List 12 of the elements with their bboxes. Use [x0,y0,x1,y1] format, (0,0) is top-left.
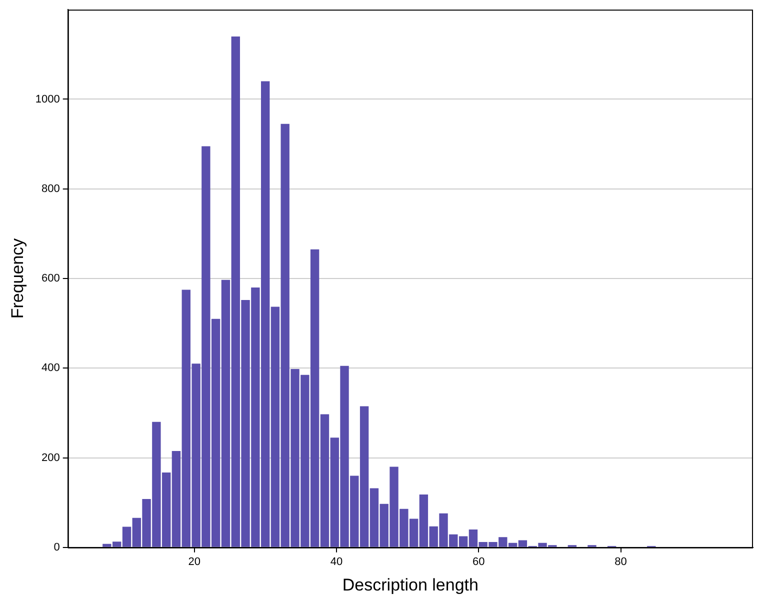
x-axis-title: Description length [342,575,478,594]
x-tick-label: 80 [614,556,627,568]
y-axis-title: Frequency [8,238,27,319]
y-tick-label: 600 [42,272,60,285]
y-tick-label: 0 [54,541,60,554]
y-tick-label: 200 [42,452,60,464]
y-tick-label: 1000 [35,93,60,106]
y-tick-label: 800 [42,182,60,195]
x-tick-label: 40 [330,556,343,568]
x-tick-label: 60 [472,556,485,568]
x-tick-label: 20 [188,556,201,568]
y-tick-label: 400 [42,362,60,374]
